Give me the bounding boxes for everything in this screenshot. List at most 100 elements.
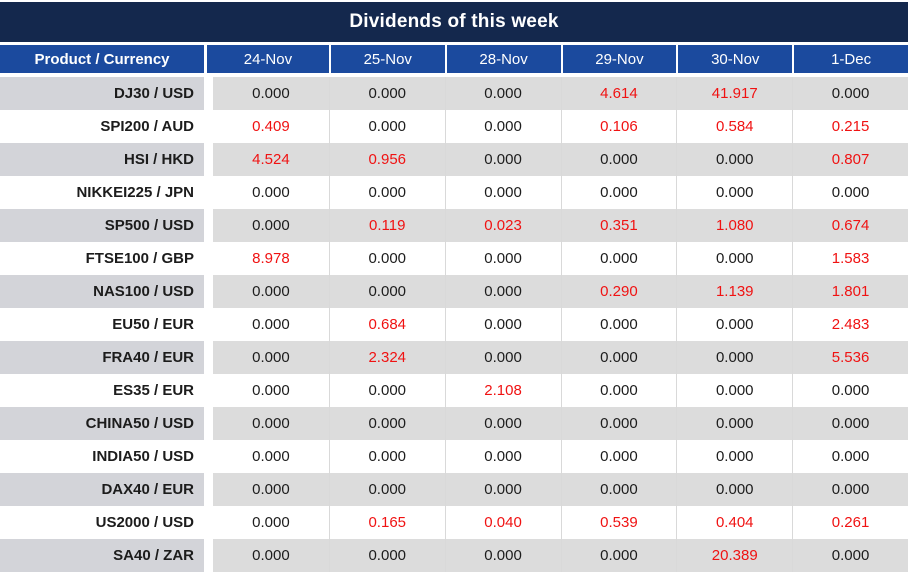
column-header-date: 25-Nov — [328, 45, 445, 73]
row-label: FRA40 / EUR — [0, 341, 204, 374]
dividend-value: 0.000 — [444, 275, 561, 308]
row-label: INDIA50 / USD — [0, 440, 204, 473]
dividend-value: 0.000 — [792, 539, 908, 572]
dividend-value: 0.000 — [792, 440, 908, 473]
dividend-value: 0.000 — [560, 374, 677, 407]
label-data-gap — [204, 176, 213, 209]
title-bar: Dividends of this week — [0, 0, 908, 45]
table-row: NIKKEI225 / JPN 0.000 0.000 0.000 0.000 0.000… — [0, 176, 908, 209]
dividend-value: 0.106 — [560, 110, 677, 143]
dividend-value: 0.040 — [444, 506, 561, 539]
dividend-value: 0.000 — [676, 407, 793, 440]
dividend-value: 0.000 — [213, 440, 329, 473]
dividend-value: 0.000 — [560, 473, 677, 506]
dividend-value: 1.583 — [792, 242, 908, 275]
dividend-value: 0.000 — [792, 77, 908, 110]
label-data-gap — [204, 110, 213, 143]
dividend-value: 0.000 — [676, 176, 793, 209]
dividend-value: 0.000 — [444, 110, 561, 143]
dividend-value: 0.290 — [560, 275, 677, 308]
column-header-date: 1-Dec — [792, 45, 908, 73]
table-row: SA40 / ZAR 0.000 0.000 0.000 0.000 20.389 0.00… — [0, 539, 908, 572]
dividend-value: 0.165 — [328, 506, 445, 539]
row-label: SP500 / USD — [0, 209, 204, 242]
column-header-product-currency: Product / Currency — [34, 50, 170, 68]
table-row: SP500 / USD 0.000 0.119 0.023 0.351 1.080 0.67… — [0, 209, 908, 242]
dividend-value: 0.000 — [213, 473, 329, 506]
dividend-value: 2.324 — [328, 341, 445, 374]
label-data-gap — [204, 308, 213, 341]
dividend-value: 0.000 — [213, 77, 329, 110]
dividend-value: 0.000 — [213, 209, 329, 242]
dividend-value: 5.536 — [792, 341, 908, 374]
dividend-value: 0.000 — [560, 341, 677, 374]
dividend-value: 4.524 — [213, 143, 329, 176]
dividend-value: 0.023 — [444, 209, 561, 242]
dividend-value: 0.000 — [676, 308, 793, 341]
dividend-value: 8.978 — [213, 242, 329, 275]
row-label: NIKKEI225 / JPN — [0, 176, 204, 209]
dividend-value: 0.000 — [213, 275, 329, 308]
dividend-value: 4.614 — [560, 77, 677, 110]
row-label: ES35 / EUR — [0, 374, 204, 407]
dividend-value: 0.000 — [676, 341, 793, 374]
dividend-value: 0.404 — [676, 506, 793, 539]
dividend-value: 0.000 — [328, 473, 445, 506]
dividend-value: 0.000 — [213, 407, 329, 440]
page-title: Dividends of this week — [349, 11, 559, 32]
dividend-value: 0.000 — [328, 275, 445, 308]
dividend-value: 0.000 — [444, 176, 561, 209]
label-data-gap — [204, 473, 213, 506]
dividend-value: 0.000 — [560, 539, 677, 572]
label-data-gap — [204, 374, 213, 407]
dividend-value: 0.000 — [328, 539, 445, 572]
label-data-gap — [204, 440, 213, 473]
table-row: EU50 / EUR 0.000 0.684 0.000 0.000 0.000 2.483 — [0, 308, 908, 341]
row-label: HSI / HKD — [0, 143, 204, 176]
table-row: CHINA50 / USD 0.000 0.000 0.000 0.000 0.000 0.… — [0, 407, 908, 440]
dividend-value: 0.215 — [792, 110, 908, 143]
dividend-value: 0.000 — [676, 473, 793, 506]
dividend-value: 0.807 — [792, 143, 908, 176]
label-data-gap — [204, 275, 213, 308]
label-data-gap — [204, 143, 213, 176]
dividend-value: 0.000 — [213, 308, 329, 341]
label-data-gap — [204, 77, 213, 110]
table-row: ES35 / EUR 0.000 0.000 2.108 0.000 0.000 0.000 — [0, 374, 908, 407]
dividend-value: 0.000 — [676, 242, 793, 275]
dividend-value: 1.139 — [676, 275, 793, 308]
dividend-value: 0.000 — [328, 110, 445, 143]
row-label: DJ30 / USD — [0, 77, 204, 110]
dividend-value: 1.080 — [676, 209, 793, 242]
dividend-value: 0.000 — [560, 242, 677, 275]
label-data-gap — [204, 539, 213, 572]
table-row: SPI200 / AUD 0.409 0.000 0.000 0.106 0.584 0.2… — [0, 110, 908, 143]
table-header-row: Product / Currency 24-Nov 25-Nov 28-Nov 29-… — [0, 45, 908, 77]
table-row: HSI / HKD 4.524 0.956 0.000 0.000 0.000 0.807 — [0, 143, 908, 176]
dividend-value: 0.000 — [676, 374, 793, 407]
dividend-value: 2.483 — [792, 308, 908, 341]
dividend-value: 0.351 — [560, 209, 677, 242]
table-row: FRA40 / EUR 0.000 2.324 0.000 0.000 0.000 5.53… — [0, 341, 908, 374]
dividend-value: 0.000 — [444, 473, 561, 506]
dividend-value: 0.000 — [444, 242, 561, 275]
label-data-gap — [204, 506, 213, 539]
dividend-value: 0.000 — [444, 440, 561, 473]
column-header-date: 28-Nov — [444, 45, 561, 73]
dividend-value: 0.119 — [328, 209, 445, 242]
dividend-value: 0.000 — [676, 440, 793, 473]
dividend-value: 0.000 — [560, 176, 677, 209]
row-label: CHINA50 / USD — [0, 407, 204, 440]
table-row: DAX40 / EUR 0.000 0.000 0.000 0.000 0.000 0.00… — [0, 473, 908, 506]
dividend-value: 0.000 — [560, 308, 677, 341]
dividend-value: 0.000 — [213, 341, 329, 374]
table-row: FTSE100 / GBP 8.978 0.000 0.000 0.000 0.000 1.… — [0, 242, 908, 275]
table-row: DJ30 / USD 0.000 0.000 0.000 4.614 41.917 0.00… — [0, 77, 908, 110]
dividend-value: 0.000 — [328, 440, 445, 473]
dividend-value: 0.956 — [328, 143, 445, 176]
table-body: DJ30 / USD 0.000 0.000 0.000 4.614 41.917 0.00… — [0, 77, 908, 572]
dividend-value: 0.000 — [328, 77, 445, 110]
dividend-value: 0.584 — [676, 110, 793, 143]
dividend-value: 0.000 — [560, 143, 677, 176]
dividend-value: 0.000 — [676, 143, 793, 176]
